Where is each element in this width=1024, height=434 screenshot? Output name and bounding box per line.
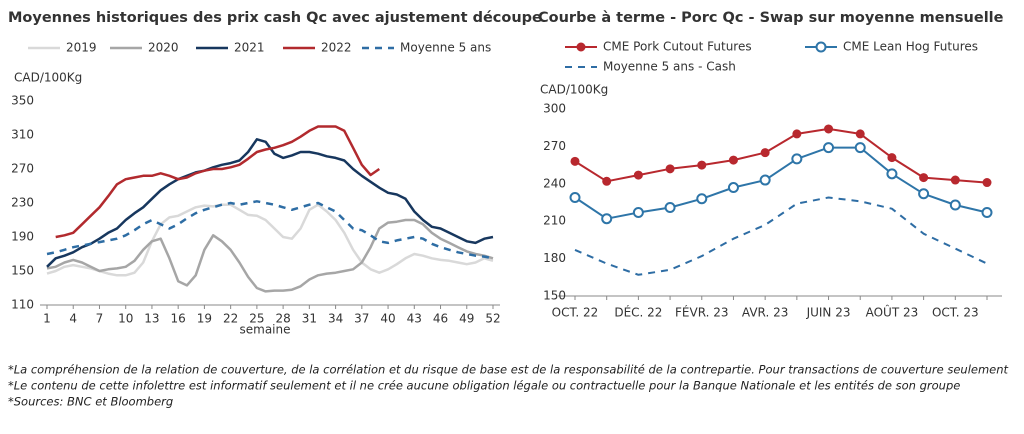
x-tick-label: 52 [485,312,500,326]
x-tick-label: 1 [43,312,51,326]
y-tick-label: 150 [543,289,566,303]
point [697,160,707,170]
legend-label: Moyenne 5 ans - Cash [603,60,736,74]
y-tick-label: 270 [11,162,34,176]
x-tick-label: AOÛT 23 [866,305,919,320]
series-line [46,218,494,293]
x-tick-label: JUIN 23 [806,306,851,320]
y-axis-label: CAD/100Kg [14,71,82,85]
series-line [46,200,494,260]
series-line [574,196,988,276]
chart-title: Courbe à terme - Porc Qc - Swap sur moye… [538,10,1004,26]
point [854,142,866,154]
x-tick-label: 7 [96,312,104,326]
y-tick-label: 190 [11,230,34,244]
legend-label: CME Lean Hog Futures [843,40,978,54]
point [664,201,676,213]
x-tick-label: 49 [459,312,474,326]
x-tick-label: 25 [249,312,264,326]
chart-title: Moyennes historiques des prix cash Qc av… [8,10,542,26]
point [791,153,803,165]
point [602,176,612,186]
x-tick-label: 34 [328,312,343,326]
series-line [46,203,494,277]
x-tick-label: 43 [407,312,422,326]
x-tick-label: OCT. 23 [932,306,979,320]
point [633,170,643,180]
point [727,182,739,194]
x-tick-label: 13 [144,312,159,326]
x-tick-label: 40 [380,312,395,326]
point [632,206,644,218]
point [696,193,708,205]
point [665,164,675,174]
y-tick-label: 310 [11,128,34,142]
x-tick-label: FÉVR. 23 [675,305,729,320]
x-tick-label: 28 [275,312,290,326]
legend-marker [576,42,586,52]
x-tick-label: 46 [433,312,448,326]
legend-label: 2021 [234,41,265,55]
legend-marker [815,41,827,53]
series-line [574,127,988,184]
point [950,175,960,185]
point [601,213,613,225]
point [569,192,581,204]
x-tick-label: AVR. 23 [742,306,788,320]
point [792,129,802,139]
point [760,148,770,158]
y-tick-label: 270 [543,139,566,153]
x-tick-label: 19 [197,312,212,326]
footnote: *Le contenu de cette infolettre est info… [8,379,960,393]
x-tick-label: OCT. 22 [552,306,599,320]
x-tick-label: 37 [354,312,369,326]
y-tick-label: 110 [11,298,34,312]
footnote: *Sources: BNC et Bloomberg [8,395,173,409]
y-tick-label: 350 [11,94,34,108]
y-tick-label: 150 [11,264,34,278]
point [982,178,992,188]
y-axis-label: CAD/100Kg [540,83,608,97]
point [570,156,580,166]
point [887,153,897,163]
legend-label: 2020 [148,41,179,55]
point [949,199,961,211]
point [918,188,930,200]
point [823,142,835,154]
footnote: *La compréhension de la relation de couv… [8,363,1009,377]
legend-label: CME Pork Cutout Futures [603,40,752,54]
y-tick-label: 240 [543,176,566,190]
legend-label: Moyenne 5 ans [400,41,491,55]
x-tick-label: 22 [223,312,238,326]
y-tick-label: 300 [543,102,566,116]
x-tick-label: DÉC. 22 [614,305,662,320]
x-tick-label: 16 [171,312,186,326]
legend-label: 2022 [321,41,352,55]
series-line [55,125,381,239]
point [919,173,929,183]
y-tick-label: 230 [11,196,34,210]
x-tick-label: 10 [118,312,133,326]
point [759,174,771,186]
y-tick-label: 180 [543,251,566,265]
legend-label: 2019 [66,41,97,55]
point [886,168,898,180]
point [981,206,993,218]
point [855,129,865,139]
x-tick-label: 4 [69,312,77,326]
y-tick-label: 210 [543,214,566,228]
x-tick-label: 31 [302,312,317,326]
point [824,124,834,134]
point [728,155,738,165]
x-axis-label: semaine [240,323,291,337]
